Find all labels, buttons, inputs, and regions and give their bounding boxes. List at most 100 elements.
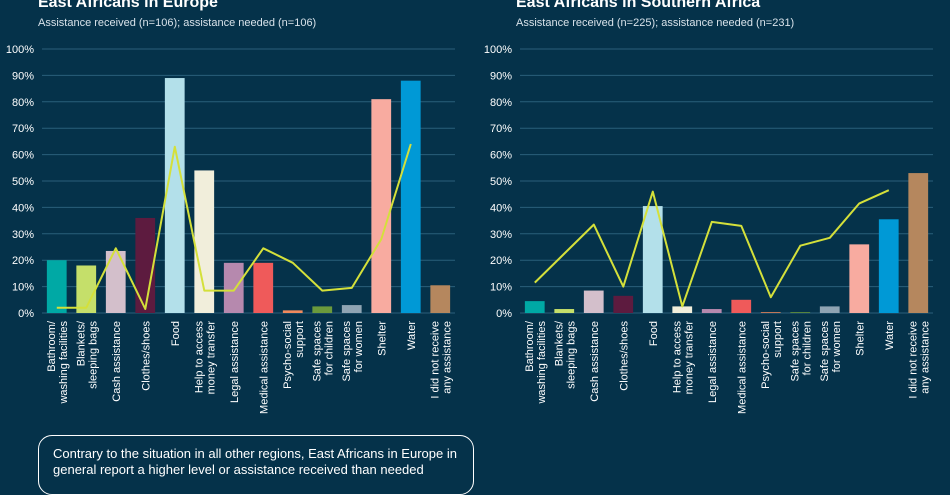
europe-category-label: support — [294, 321, 306, 358]
europe-bar — [253, 262, 274, 313]
southern-africa-category-label: Safe spaces — [819, 321, 831, 382]
southern-africa-y-tick-label: 80% — [490, 97, 512, 109]
europe-y-tick-label: 20% — [12, 255, 34, 267]
europe-category-label: Safe spaces — [341, 321, 353, 382]
southern-africa-category-label: Blankets/ — [553, 320, 565, 366]
europe-y-tick-label: 60% — [12, 150, 34, 162]
europe-needed-line — [56, 143, 412, 310]
southern-africa-bar — [819, 306, 840, 313]
europe-category-label: Water — [406, 321, 418, 350]
southern-africa-category-label: I did not receive — [907, 321, 919, 399]
europe-category-label: Food — [170, 321, 182, 346]
europe-bar — [430, 285, 451, 313]
europe-category-label: Cash assistance — [111, 321, 123, 402]
europe-bar — [223, 262, 244, 313]
southern-africa-bar — [908, 173, 929, 313]
europe-y-tick-label: 0% — [18, 308, 34, 320]
europe-bar — [135, 217, 156, 313]
southern-africa-bar — [613, 295, 634, 313]
europe-bar — [194, 170, 215, 313]
europe-bar — [46, 260, 67, 313]
europe-y-tick-label: 40% — [12, 202, 34, 214]
southern-africa-bar — [760, 312, 781, 313]
southern-africa-y-tick-label: 0% — [496, 308, 512, 320]
southern-africa-category-label: for women — [831, 321, 843, 372]
southern-africa-category-label: Water — [884, 321, 896, 350]
southern-africa-y-tick-label: 60% — [490, 150, 512, 162]
europe-y-tick-label: 100% — [6, 44, 34, 56]
europe-category-label: Shelter — [376, 321, 388, 356]
left-panel-subtitle: Assistance received (n=106); assistance … — [38, 17, 317, 29]
southern-africa-bar — [878, 219, 899, 313]
southern-africa-bar — [524, 301, 545, 313]
southern-africa-y-tick-label: 10% — [490, 282, 512, 294]
europe-category-label: any assistance — [441, 321, 453, 394]
southern-africa-bar — [731, 299, 752, 313]
southern-africa-bar — [642, 206, 663, 313]
southern-africa-category-label: Medical assistance — [736, 321, 748, 414]
southern-africa-category-label: Safe spaces — [789, 321, 801, 382]
southern-africa-category-label: Shelter — [854, 321, 866, 356]
southern-africa-category-label: Cash assistance — [589, 321, 601, 402]
europe-y-tick-label: 30% — [12, 229, 34, 241]
europe-category-label: Psycho-social — [282, 321, 294, 389]
southern-africa-y-tick-label: 40% — [490, 202, 512, 214]
southern-africa-y-tick-label: 20% — [490, 255, 512, 267]
southern-africa-y-tick-label: 100% — [484, 44, 512, 56]
southern-africa-category-label: Food — [648, 321, 660, 346]
southern-africa-category-label: for children — [801, 321, 813, 375]
europe-category-label: Blankets/ — [75, 320, 87, 366]
europe-bar — [164, 78, 185, 313]
southern-africa-y-tick-label: 70% — [490, 123, 512, 135]
southern-africa-bar — [554, 309, 575, 313]
europe-category-label: Legal assistance — [229, 321, 241, 403]
callout-box: Contrary to the situation in all other r… — [38, 435, 474, 495]
europe-bar — [76, 265, 97, 313]
europe-y-tick-label: 90% — [12, 70, 34, 82]
europe-bar — [282, 310, 303, 313]
europe-category-label: money transfer — [205, 321, 217, 395]
southern-africa-bar — [701, 309, 722, 313]
europe-category-label: for women — [353, 321, 365, 372]
europe-category-label: washing facilities — [58, 321, 70, 405]
southern-africa-category-label: Help to access — [671, 321, 683, 394]
southern-africa-bar — [790, 312, 811, 313]
southern-africa-category-label: support — [772, 321, 784, 358]
europe-bar — [371, 99, 392, 313]
europe-category-label: Bathroom/ — [46, 320, 58, 372]
southern-africa-bar — [672, 306, 693, 313]
southern-africa-category-label: Bathroom/ — [524, 320, 536, 372]
southern-africa-category-label: any assistance — [919, 321, 931, 394]
europe-bar — [341, 305, 362, 313]
europe-y-tick-label: 50% — [12, 176, 34, 188]
southern-africa-category-label: Clothes/shoes — [618, 321, 630, 391]
europe-y-tick-label: 70% — [12, 123, 34, 135]
southern-africa-y-tick-label: 90% — [490, 70, 512, 82]
europe-category-label: for children — [323, 321, 335, 375]
europe-category-label: Help to access — [193, 321, 205, 394]
southern-africa-needed-line — [534, 189, 890, 308]
europe-bar — [400, 80, 421, 314]
callout-text: Contrary to the situation in all other r… — [53, 446, 457, 477]
right-panel-subtitle: Assistance received (n=225); assistance … — [516, 17, 795, 29]
southern-africa-category-label: sleeping bags — [565, 321, 577, 389]
europe-bar — [105, 250, 126, 313]
charts-canvas: 0% 10% 20% 30% 40% 50% 60% 70% 80% 90% 100% Bathroo… — [6, 44, 933, 414]
southern-africa-y-tick-label: 50% — [490, 176, 512, 188]
europe-category-label: Safe spaces — [311, 321, 323, 382]
europe-category-label: Medical assistance — [258, 321, 270, 414]
europe-category-label: I did not receive — [429, 321, 441, 399]
southern-africa-bar — [583, 290, 604, 313]
europe-y-tick-label: 80% — [12, 97, 34, 109]
southern-africa-category-label: Legal assistance — [707, 321, 719, 403]
europe-bar — [312, 306, 333, 313]
southern-africa-y-tick-label: 30% — [490, 229, 512, 241]
southern-africa-category-label: money transfer — [683, 321, 695, 395]
southern-africa-category-label: Psycho-social — [760, 321, 772, 389]
europe-y-tick-label: 10% — [12, 282, 34, 294]
right-panel-title: East Africans in Southern Africa — [516, 0, 761, 11]
southern-africa-category-label: washing facilities — [536, 321, 548, 405]
europe-category-label: Clothes/shoes — [140, 321, 152, 391]
europe-category-label: sleeping bags — [87, 321, 99, 389]
southern-africa-bar — [849, 244, 870, 313]
